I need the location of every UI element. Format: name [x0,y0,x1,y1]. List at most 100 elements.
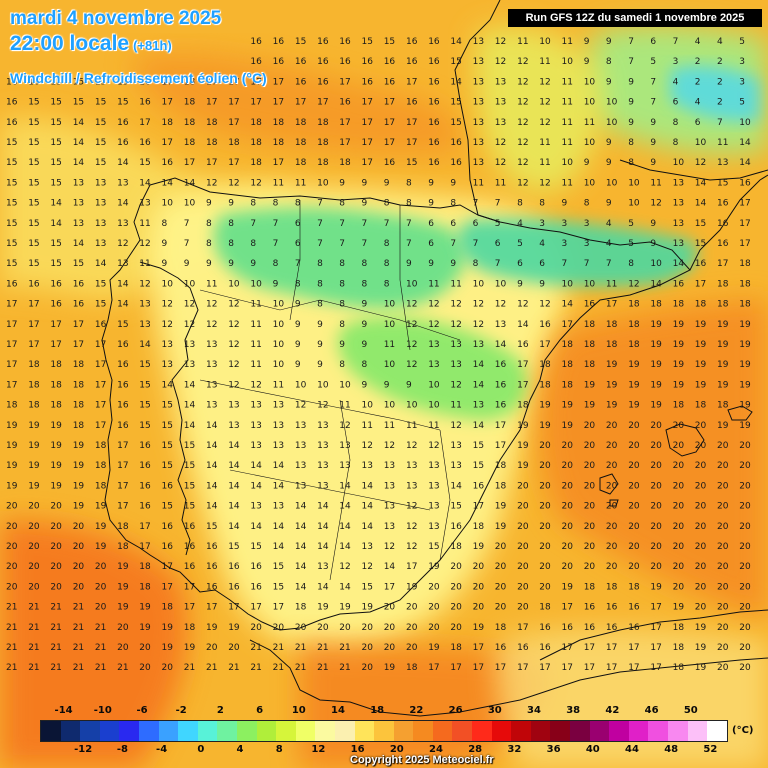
grid-value: 12 [406,300,417,310]
grid-value: 10 [273,360,285,370]
grid-value: 12 [450,300,461,310]
legend-tick-bottom: 16 [350,744,365,755]
grid-value: 17 [606,300,617,310]
grid-value: 16 [250,37,262,47]
grid-value: 7 [339,239,345,249]
grid-value: 11 [517,37,528,47]
grid-value: 20 [50,562,62,572]
grid-value: 12 [406,320,417,330]
grid-value: 18 [50,360,62,370]
grid-value: 10 [584,138,596,148]
grid-value: 19 [717,360,729,370]
grid-value: 13 [117,219,128,229]
menorca-island [727,405,753,421]
grid-value: 17 [6,380,17,390]
grid-value: 15 [162,441,173,451]
grid-value: 18 [228,138,240,148]
grid-value: 18 [317,138,329,148]
grid-value: 16 [628,623,640,633]
grid-value: 7 [673,37,679,47]
legend-swatch [60,721,81,741]
grid-value: 2 [717,98,723,108]
grid-value: 11 [562,118,573,128]
grid-value: 8 [406,178,412,188]
grid-value: 18 [295,603,307,613]
grid-value: 18 [317,158,329,168]
grid-value: 16 [450,158,462,168]
grid-value: 13 [317,481,328,491]
grid-value: 19 [562,582,574,592]
grid-value: 15 [117,98,128,108]
grid-value: 14 [450,77,462,87]
grid-value: 14 [317,582,329,592]
grid-value: 16 [517,643,529,653]
grid-value: 21 [339,643,350,653]
grid-value: 3 [562,219,568,229]
grid-value: 20 [739,481,751,491]
grid-value: 15 [95,158,106,168]
grid-value: 11 [495,178,506,188]
grid-value: 21 [206,663,217,673]
grid-value: 12 [473,320,484,330]
grid-value: 20 [739,582,751,592]
grid-value: 20 [717,643,729,653]
grid-value: 12 [184,320,195,330]
grid-value: 19 [473,542,485,552]
grid-value: 17 [295,98,306,108]
grid-value: 7 [184,239,190,249]
grid-value: 15 [295,37,306,47]
grid-value: 15 [139,401,150,411]
grid-value: 17 [28,340,39,350]
grid-value: 18 [695,300,707,310]
grid-value: 18 [162,603,174,613]
grid-value: 16 [406,57,418,67]
grid-value: 16 [139,441,151,451]
grid-value: 19 [28,481,40,491]
grid-value: 8 [673,138,679,148]
grid-value: 16 [317,57,329,67]
grid-value: 9 [362,199,368,209]
grid-value: 17 [606,643,617,653]
grid-value: 20 [695,562,707,572]
grid-value: 19 [50,421,62,431]
legend-swatch [138,721,159,741]
grid-value: 17 [495,663,506,673]
grid-value: 12 [384,441,395,451]
grid-value: 10 [273,340,285,350]
grid-value: 14 [339,481,351,491]
grid-value: 15 [450,118,461,128]
portugal-spain-border [139,261,199,556]
grid-value: 18 [50,380,62,390]
grid-value: 20 [406,623,418,633]
grid-value: 15 [28,98,39,108]
grid-value: 20 [695,481,707,491]
legend-swatch [178,721,198,741]
grid-value: 16 [428,77,440,87]
grid-value: 19 [162,643,174,653]
grid-value: 20 [95,562,107,572]
grid-value: 12 [384,542,395,552]
grid-value: 17 [250,77,261,87]
grid-value: 17 [206,158,217,168]
grid-value: 12 [406,360,417,370]
grid-value: 14 [473,421,485,431]
grid-value: 13 [673,199,684,209]
grid-value: 13 [495,320,506,330]
grid-value: 13 [473,57,484,67]
grid-value: 10 [273,320,285,330]
grid-value: 19 [739,320,751,330]
legend-tick-bottom: 8 [275,744,283,755]
grid-value: 7 [450,239,456,249]
grid-value: 9 [228,259,234,269]
grid-value: 15 [450,98,461,108]
grid-value: 11 [539,158,550,168]
grid-value: 16 [428,98,440,108]
grid-value: 19 [50,481,62,491]
grid-value: 17 [117,502,128,512]
grid-value: 10 [606,118,618,128]
grid-value: 6 [650,37,656,47]
grid-value: 16 [95,320,107,330]
grid-value: 17 [184,603,195,613]
grid-value: 21 [339,663,350,673]
grid-value: 20 [517,481,529,491]
